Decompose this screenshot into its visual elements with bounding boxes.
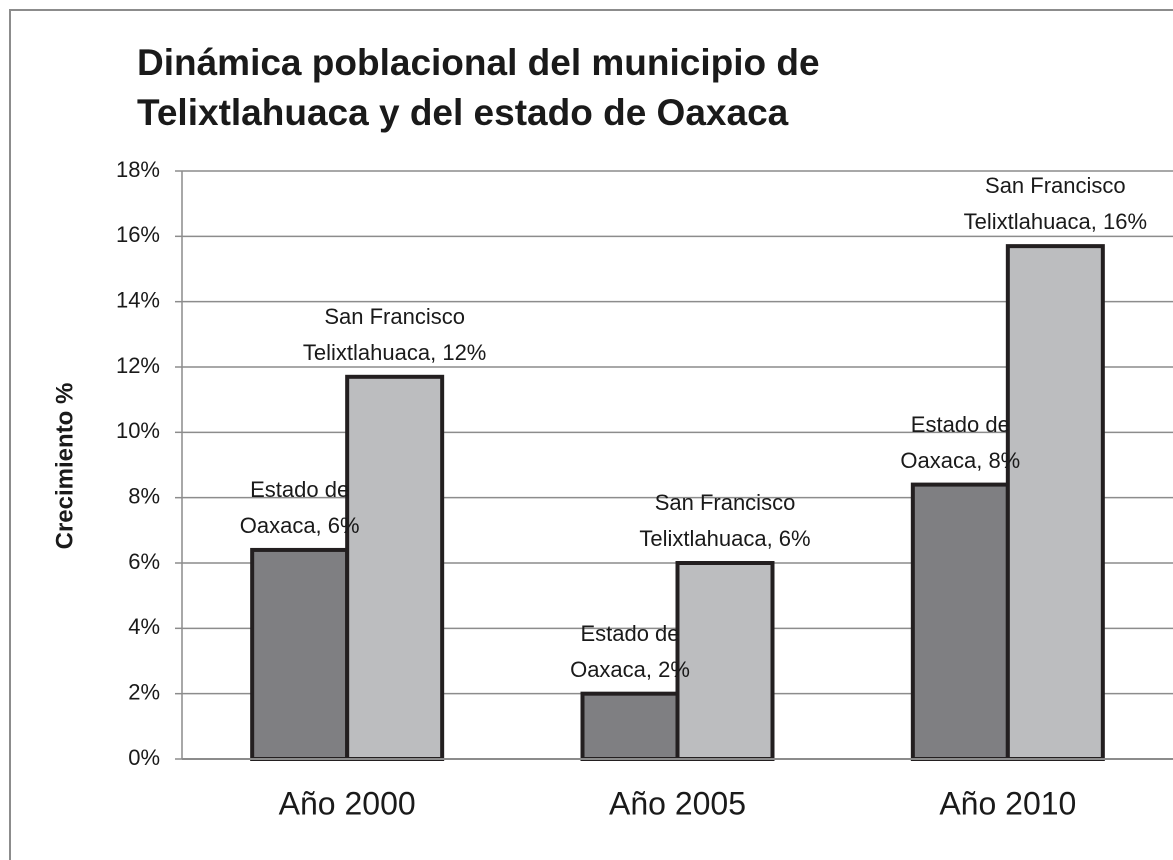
y-tick-label: 0% [128,745,160,770]
y-tick-label: 2% [128,679,160,704]
data-label: Estado de Oaxaca, 6% [239,476,360,538]
bar [675,561,775,761]
y-tick-label: 12% [116,353,160,378]
bar [580,691,680,762]
y-tick-label: 6% [128,549,160,574]
y-tick-label: 14% [116,287,160,312]
x-tick-label: Año 2000 [279,785,416,821]
data-label: San Francisco Telixtlahuaca, 16% [963,173,1148,235]
x-tick-label: Año 2010 [939,785,1076,821]
bar [345,374,445,761]
chart-frame [9,9,1173,860]
x-tick-label: Año 2005 [609,785,746,821]
bar [1005,244,1105,761]
bar [910,482,1010,761]
data-label: Estado de Oaxaca, 8% [900,411,1021,473]
y-tick-label: 4% [128,614,160,639]
y-tick-label: 8% [128,483,160,508]
chart-title: Dinámica poblacional del municipio de Te… [137,42,820,133]
y-axis-label: Crecimiento % [51,383,78,550]
y-tick-label: 16% [116,222,160,247]
data-label: Estado de Oaxaca, 2% [570,620,690,682]
data-label: San Francisco Telixtlahuaca, 12% [302,303,487,365]
bar [250,547,350,762]
y-tick-label: 10% [116,418,160,443]
data-label: San Francisco Telixtlahuaca, 6% [639,490,811,551]
y-tick-label: 18% [116,157,160,182]
